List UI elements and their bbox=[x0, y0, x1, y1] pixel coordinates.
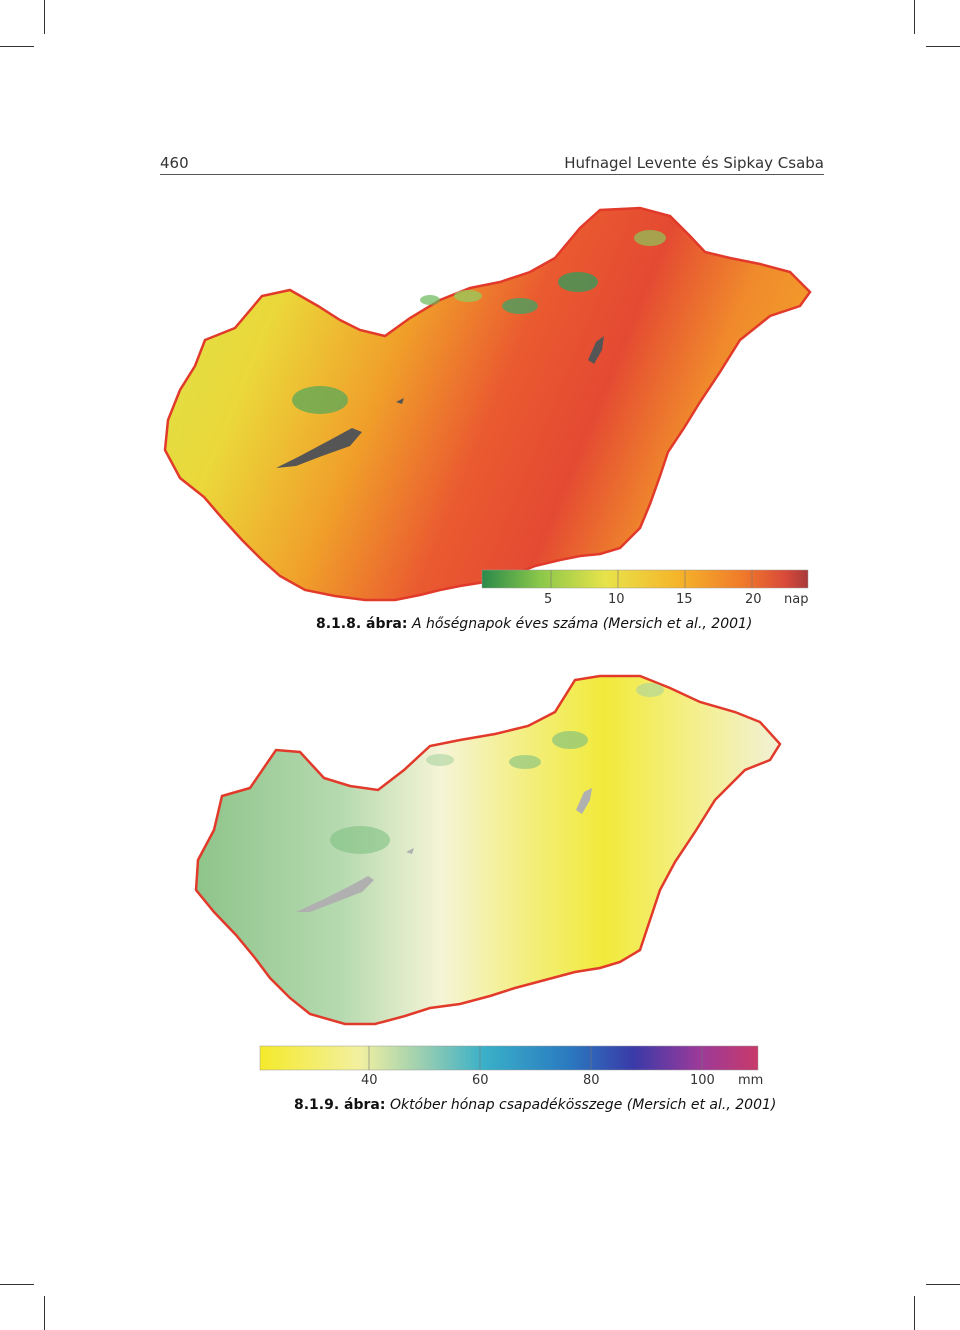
wet-patch bbox=[636, 683, 664, 697]
lake-balaton bbox=[296, 876, 374, 912]
figure-number: 8.1.8. ábra: bbox=[316, 616, 408, 632]
legend-unit: mm bbox=[738, 1073, 764, 1088]
hill-patch bbox=[558, 272, 598, 292]
crop-mark bbox=[44, 1296, 45, 1330]
heat-legend-bar bbox=[481, 569, 809, 589]
crop-mark bbox=[0, 1284, 34, 1285]
legend-unit: nap bbox=[784, 592, 809, 607]
precipitation-map bbox=[194, 674, 782, 1026]
legend-tick: 40 bbox=[361, 1073, 378, 1088]
heat-days-map bbox=[163, 206, 812, 602]
figure-caption-text: Október hónap csapadékösszege (Mersich e… bbox=[389, 1097, 777, 1113]
crop-mark bbox=[44, 0, 45, 34]
hill-patch bbox=[634, 230, 666, 246]
legend-tick: 10 bbox=[608, 592, 625, 607]
figure-number: 8.1.9. ábra: bbox=[294, 1097, 386, 1113]
hungary-outline bbox=[163, 206, 812, 602]
hill-patch bbox=[454, 290, 482, 302]
crop-mark bbox=[926, 46, 960, 47]
page-header: 460 Hufnagel Levente és Sipkay Csaba bbox=[160, 150, 824, 175]
precip-legend-bar bbox=[259, 1045, 759, 1071]
lake-velence bbox=[406, 848, 414, 854]
hungary-outline bbox=[194, 674, 782, 1026]
lake-tisza bbox=[588, 336, 604, 364]
crop-mark bbox=[0, 46, 34, 47]
legend-tick: 100 bbox=[690, 1073, 715, 1088]
wet-patch bbox=[330, 826, 390, 854]
hill-patch bbox=[420, 295, 440, 305]
crop-mark bbox=[926, 1284, 960, 1285]
wet-patch bbox=[426, 754, 454, 766]
figure-caption: 8.1.8. ábra: A hőségnapok éves száma (Me… bbox=[316, 616, 752, 632]
wet-patch bbox=[509, 755, 541, 769]
legend-tick: 60 bbox=[472, 1073, 489, 1088]
legend-tick: 20 bbox=[745, 592, 762, 607]
crop-mark bbox=[914, 1296, 915, 1330]
figure-caption: 8.1.9. ábra: Október hónap csapadékössze… bbox=[294, 1097, 776, 1113]
figure-caption-text: A hőségnapok éves száma (Mersich et al.,… bbox=[411, 616, 753, 632]
running-title: Hufnagel Levente és Sipkay Csaba bbox=[564, 154, 824, 172]
lake-velence bbox=[396, 398, 404, 404]
lake-balaton bbox=[276, 428, 362, 468]
lake-tisza bbox=[576, 788, 592, 814]
page-number: 460 bbox=[160, 154, 189, 172]
crop-mark bbox=[914, 0, 915, 34]
hill-patch bbox=[292, 386, 348, 414]
hill-patch bbox=[502, 298, 538, 314]
legend-tick: 80 bbox=[583, 1073, 600, 1088]
wet-patch bbox=[552, 731, 588, 749]
legend-tick: 5 bbox=[544, 592, 553, 607]
legend-tick: 15 bbox=[676, 592, 693, 607]
